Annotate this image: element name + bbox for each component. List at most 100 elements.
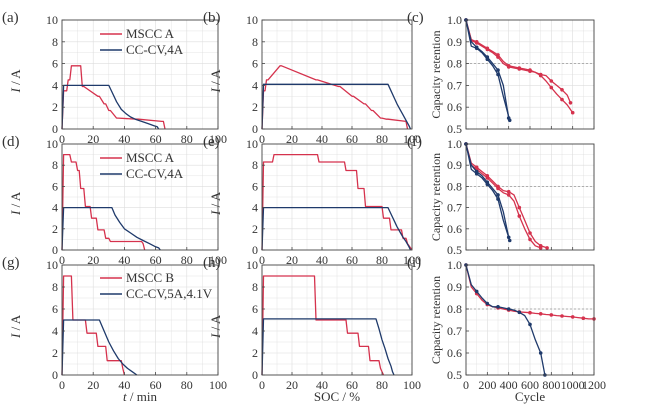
y-tick-label: 0.8 [447,302,462,316]
data-point [528,237,532,242]
y-tick-label: 8 [52,158,58,172]
series-line-red [61,153,146,251]
x-tick-label: 20 [286,378,298,392]
data-point [496,186,500,191]
y-tick-label: 0.5 [447,243,462,257]
x-axis-label-time: t / min [123,389,157,404]
data-point [538,246,543,250]
x-tick-label: 100 [209,253,227,267]
y-tick-label: 10 [246,13,258,27]
legend-label: MSCC A [126,26,175,41]
data-point [517,214,522,218]
data-point [474,289,479,294]
panel-label: (c) [407,10,424,26]
series-line-red [465,143,548,249]
data-point [568,101,573,105]
y-tick-label: 0 [52,122,58,136]
y-tick-label: 6 [252,57,258,71]
y-tick-label: 0.8 [447,179,462,193]
x-tick-label: 40 [118,253,130,267]
x-tick-label: 100 [403,253,421,267]
x-tick-label: 40 [316,378,328,392]
y-tick-label: 4 [52,78,58,92]
x-tick-label: 20 [286,132,298,146]
y-tick-label: 0.5 [447,122,462,136]
x-tick-label: 80 [376,253,388,267]
y-axis-label: I / A [208,69,223,94]
y-tick-label: 6 [252,179,258,193]
y-tick-label: 6 [52,57,58,71]
y-tick-label: 0.9 [447,280,462,294]
series-line-navy [61,319,138,376]
y-tick-label: 0.5 [447,368,462,382]
x-tick-label: 40 [118,132,130,146]
data-point [549,79,554,83]
y-tick-label: 0.7 [447,78,462,92]
y-tick-label: 6 [52,179,58,193]
data-point [485,176,490,180]
series-line-navy [261,318,395,376]
data-point [528,322,532,327]
series-line-red [465,143,541,249]
x-tick-label: 60 [346,378,358,392]
x-tick-label: 60 [150,253,162,267]
y-tick-label: 4 [252,201,258,215]
x-tick-label: 0 [59,378,65,392]
x-tick-label: 0 [463,378,469,392]
y-tick-label: 2 [252,346,258,360]
x-tick-label: 60 [346,253,358,267]
y-tick-label: 0.9 [447,158,462,172]
y-tick-label: 10 [246,137,258,151]
data-point [474,171,479,176]
data-point [538,73,543,78]
x-tick-label: 1200 [582,378,606,392]
data-point [496,68,500,72]
data-point [506,193,511,197]
axes-frame [261,264,413,376]
y-axis-label: I / A [8,69,23,94]
y-tick-label: 8 [52,280,58,294]
data-point [517,67,522,71]
y-tick-label: 8 [252,35,258,49]
series-line-red [261,65,409,130]
y-axis-label: Capacity retention [429,30,443,118]
data-point [507,118,512,123]
y-axis-label: I / A [8,314,23,339]
x-tick-label: 60 [346,132,358,146]
y-tick-label: 10 [246,258,258,272]
panel-label: (b) [203,10,221,26]
y-tick-label: 0.7 [447,201,462,215]
x-tick-label: 80 [376,132,388,146]
data-point [570,315,575,319]
x-tick-label: 1000 [561,378,585,392]
x-axis-label-cycle: Cycle [515,389,546,404]
y-tick-label: 1.0 [447,13,462,27]
axes-frame [261,19,413,130]
legend-label: MSCC B [126,270,174,285]
y-tick-label: 0.6 [447,100,462,114]
y-tick-label: 1.0 [447,258,462,272]
x-tick-label: 20 [87,132,99,146]
y-tick-label: 10 [46,258,58,272]
x-axis-label-soc: SOC / % [314,389,360,404]
y-tick-label: 0.6 [447,346,462,360]
y-tick-label: 2 [252,100,258,114]
y-tick-label: 4 [52,324,58,338]
y-tick-label: 6 [52,302,58,316]
y-tick-label: 8 [252,280,258,294]
data-point [507,238,512,243]
x-tick-label: 200 [478,378,496,392]
y-axis-label: I / A [8,191,23,216]
data-point [549,313,554,317]
axes-frame [261,143,413,251]
y-tick-label: 10 [46,13,58,27]
data-point [485,301,490,306]
panel-label: (g) [2,255,20,271]
series-line-navy [61,84,160,130]
y-tick-label: 4 [52,201,58,215]
series-line-navy [61,206,161,251]
